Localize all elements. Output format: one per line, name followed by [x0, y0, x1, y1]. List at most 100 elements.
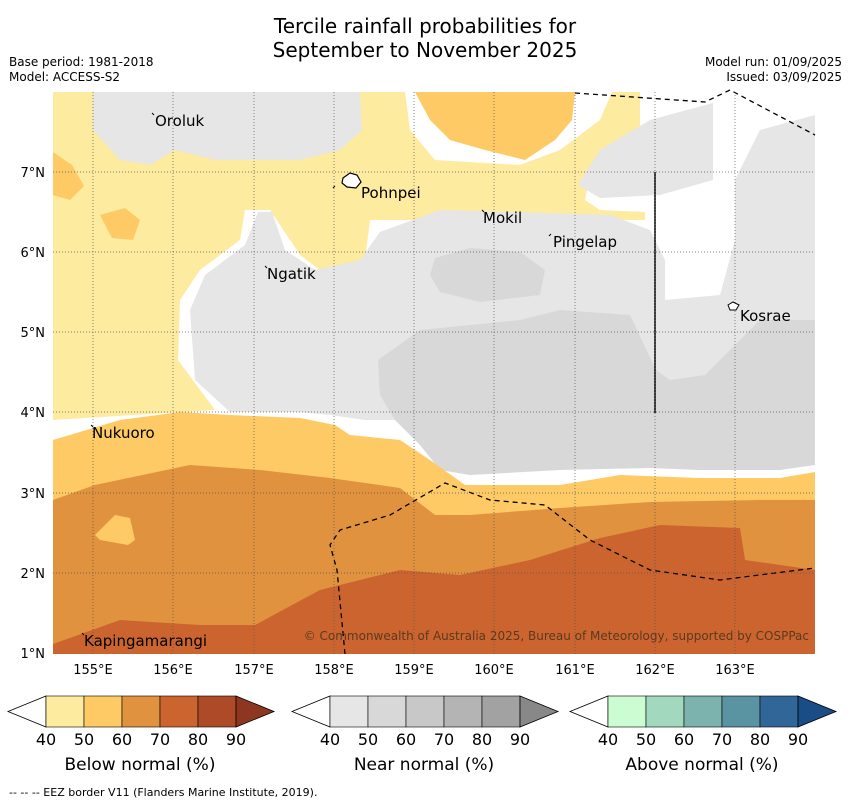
colorbar-near-title: Near normal (%) — [353, 755, 495, 775]
colorbar-segment — [45, 695, 85, 728]
region-below-50-60-patch2 — [100, 208, 140, 240]
place-kapingamarangi: Kapingamarangi — [84, 632, 207, 650]
marker-pingelap — [548, 233, 552, 237]
y-tick-3: 3°N — [21, 487, 46, 502]
place-nukuoro: Nukuoro — [92, 424, 155, 442]
place-mokil: Mokil — [483, 209, 522, 227]
region-near-50-60 — [378, 310, 815, 475]
copyright-text: © Commonwealth of Australia 2025, Bureau… — [304, 629, 809, 643]
colorbar-segment — [405, 695, 445, 728]
map-title: Tercile rainfall probabilities for Septe… — [0, 14, 850, 62]
colorbar-max-arrow — [235, 695, 276, 728]
place-pohnpei: Pohnpei — [361, 184, 421, 202]
colorbar-tick-label: 70 — [434, 730, 454, 749]
gridlines — [53, 92, 815, 654]
region-near-40-50-east — [578, 103, 713, 198]
colorbar-min-arrow — [290, 695, 331, 728]
region-below-50-60-north — [415, 92, 575, 160]
region-below-50-60-island-patch — [95, 515, 135, 545]
place-pingelap: Pingelap — [553, 233, 617, 251]
issued-text: Issued: 03/09/2025 — [726, 70, 842, 84]
x-tick-156: 156°E — [153, 663, 193, 678]
colorbar-tick-label: 50 — [74, 730, 94, 749]
kosrae-island-outline — [727, 301, 740, 311]
y-tick-7: 7°N — [21, 166, 46, 181]
model-run-text: Model run: 01/09/2025 — [704, 55, 842, 69]
colorbar-tick-label: 60 — [396, 730, 416, 749]
colorbar-segment — [481, 695, 521, 728]
pohnpei-island-outline — [341, 172, 362, 189]
x-tick-161: 161°E — [555, 663, 595, 678]
x-tick-162: 162°E — [635, 663, 675, 678]
y-tick-5: 5°N — [21, 326, 46, 341]
x-tick-158: 158°E — [314, 663, 354, 678]
base-period-text: Base period: 1981-2018 — [9, 55, 154, 69]
colorbars: 40 50 60 70 80 90 40 50 60 70 80 90 40 50 60 70 80 90 — [6, 695, 838, 749]
colorbar-segment — [721, 695, 761, 728]
meta-left: Base period: 1981-2018 Model: ACCESS-S2 — [9, 55, 154, 85]
marker-nukuoro — [90, 424, 94, 428]
map-fill-layer — [53, 92, 815, 654]
colorbar-tick-label: 40 — [320, 730, 340, 749]
colorbar-segment — [367, 695, 407, 728]
y-tick-2: 2°N — [21, 567, 46, 582]
footer-legend: -- -- -- EEZ border V11 (Flanders Marine… — [9, 786, 318, 799]
colorbar-tick-label: 90 — [226, 730, 246, 749]
place-labels: Oroluk Pohnpei Mokil Pingelap Ngatik Kos… — [84, 112, 791, 650]
forecast-map: Oroluk Pohnpei Mokil Pingelap Ngatik Kos… — [21, 89, 816, 678]
x-tick-160: 160°E — [474, 663, 514, 678]
colorbar-segment — [683, 695, 723, 728]
eez-line-north — [574, 89, 816, 136]
marker-kapinga — [81, 632, 85, 636]
island-markers — [81, 112, 552, 636]
y-axis: 7°N 6°N 5°N 4°N 3°N 2°N 1°N — [21, 166, 46, 662]
colorbar-tick-label: 40 — [598, 730, 618, 749]
y-tick-1: 1°N — [21, 647, 46, 662]
colorbar-segment — [121, 695, 161, 728]
model-text: Model: ACCESS-S2 — [9, 70, 121, 84]
colorbar-segment — [645, 695, 685, 728]
eez-boundary — [329, 89, 816, 655]
x-tick-155: 155°E — [73, 663, 113, 678]
colorbar-tick-label: 90 — [510, 730, 530, 749]
place-kosrae: Kosrae — [740, 307, 791, 325]
x-tick-159: 159°E — [394, 663, 434, 678]
y-tick-6: 6°N — [21, 246, 46, 261]
colorbar-segment — [83, 695, 123, 728]
region-near-40-50-oroluk — [93, 92, 362, 165]
colorbar-tick-label: 90 — [788, 730, 808, 749]
marker-mokil — [481, 209, 485, 213]
colorbar-near: 40 50 60 70 80 90 — [290, 695, 560, 749]
colorbar-min-arrow — [6, 695, 47, 728]
colorbar-tick-label: 70 — [712, 730, 732, 749]
colorbar-min-arrow — [568, 695, 609, 728]
colorbar-below-title: Below normal (%) — [64, 755, 216, 775]
colorbar-tick-label: 40 — [36, 730, 56, 749]
region-below-50-60-patch1 — [53, 152, 84, 200]
region-below-40-50-northwest — [53, 92, 645, 420]
colorbar-above: 40 50 60 70 80 90 — [568, 695, 838, 749]
colorbar-segment — [159, 695, 199, 728]
colorbar-max-arrow — [797, 695, 838, 728]
colorbar-segment — [329, 695, 369, 728]
y-tick-4: 4°N — [21, 406, 46, 421]
marker-oroluk — [151, 112, 155, 116]
meta-right: Model run: 01/09/2025 Issued: 03/09/2025 — [705, 55, 842, 85]
marker-ngatik — [264, 265, 268, 269]
place-oroluk: Oroluk — [155, 112, 204, 130]
colorbar-tick-label: 70 — [150, 730, 170, 749]
x-tick-157: 157°E — [234, 663, 274, 678]
colorbar-tick-label: 80 — [188, 730, 208, 749]
colorbar-above-title: Above normal (%) — [625, 755, 779, 775]
marker-pohnpei-west — [332, 185, 336, 189]
colorbar-tick-label: 80 — [750, 730, 770, 749]
colorbar-segment — [607, 695, 647, 728]
colorbar-max-arrow — [519, 695, 560, 728]
colorbar-segment — [759, 695, 799, 728]
colorbar-tick-label: 50 — [358, 730, 378, 749]
place-ngatik: Ngatik — [267, 265, 316, 283]
colorbar-tick-label: 80 — [472, 730, 492, 749]
x-tick-163: 163°E — [715, 663, 755, 678]
colorbar-tick-label: 60 — [112, 730, 132, 749]
colorbar-tick-label: 50 — [636, 730, 656, 749]
